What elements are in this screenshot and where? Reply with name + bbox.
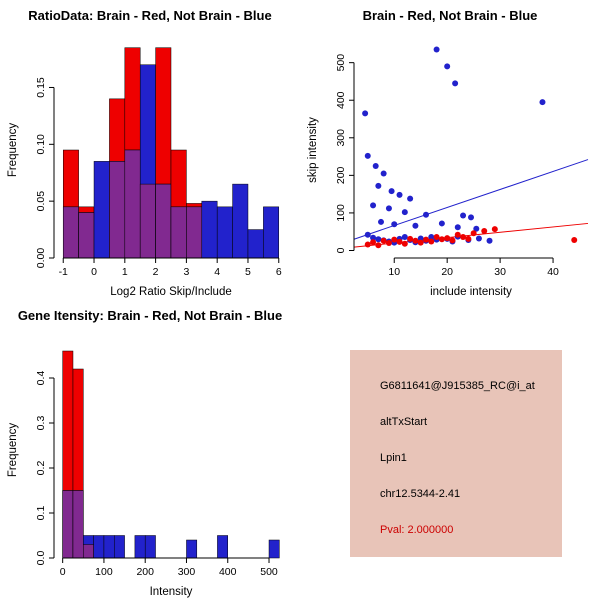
svg-text:-1: -1 bbox=[59, 266, 68, 278]
svg-text:include intensity: include intensity bbox=[430, 286, 512, 298]
panel-ratio-histogram: RatioData: Brain - Red, Not Brain - Blue… bbox=[0, 0, 300, 300]
gene-intensity-histogram-title: Gene Itensity: Brain - Red, Not Brain - … bbox=[17, 308, 283, 323]
svg-text:0.0: 0.0 bbox=[35, 551, 47, 566]
svg-text:4: 4 bbox=[214, 266, 220, 278]
svg-text:0: 0 bbox=[335, 247, 347, 253]
svg-text:10: 10 bbox=[388, 266, 400, 278]
svg-text:0.1: 0.1 bbox=[35, 506, 47, 521]
panel-gene-intensity-histogram: Gene Itensity: Brain - Red, Not Brain - … bbox=[0, 300, 300, 600]
svg-text:0: 0 bbox=[91, 266, 97, 278]
svg-text:0.05: 0.05 bbox=[35, 191, 47, 212]
svg-text:0.2: 0.2 bbox=[35, 461, 47, 476]
location-text: chr12.5344-2.41 bbox=[380, 488, 461, 500]
svg-text:Log2 Ratio Skip/Include: Log2 Ratio Skip/Include bbox=[110, 286, 231, 298]
svg-text:3: 3 bbox=[183, 266, 189, 278]
svg-text:Frequency: Frequency bbox=[7, 423, 19, 478]
svg-text:100: 100 bbox=[95, 566, 113, 578]
svg-text:0.3: 0.3 bbox=[35, 416, 47, 431]
ratio-histogram-plot: -1 0 1 2 3 4 5 6 0.00 0.05 0.10 0.15 Log2 Ratio Skip… bbox=[7, 47, 282, 298]
svg-text:0.10: 0.10 bbox=[35, 134, 47, 155]
ratio-histogram-title: RatioData: Brain - Red, Not Brain - Blue bbox=[28, 8, 272, 23]
svg-text:300: 300 bbox=[178, 566, 196, 578]
svg-text:skip intensity: skip intensity bbox=[307, 117, 319, 183]
svg-text:2: 2 bbox=[153, 266, 159, 278]
svg-text:0.15: 0.15 bbox=[35, 77, 47, 98]
svg-text:30: 30 bbox=[494, 266, 506, 278]
panel-info: G6811641@J915385_RC@i_at altTxStart Lpin… bbox=[300, 300, 600, 600]
svg-text:400: 400 bbox=[219, 566, 237, 578]
intensity-scatter-title: Brain - Red, Not Brain - Blue bbox=[362, 8, 538, 23]
svg-text:100: 100 bbox=[335, 204, 347, 222]
probe-id-text: G6811641@J915385_RC@i_at bbox=[380, 380, 535, 392]
svg-text:40: 40 bbox=[547, 266, 559, 278]
panel-intensity-scatter: Brain - Red, Not Brain - Blue 10 20 30 40 0 1… bbox=[300, 0, 600, 300]
svg-text:1: 1 bbox=[122, 266, 128, 278]
info-box: G6811641@J915385_RC@i_at altTxStart Lpin… bbox=[350, 350, 562, 557]
svg-text:200: 200 bbox=[335, 166, 347, 184]
svg-text:0.4: 0.4 bbox=[35, 371, 47, 386]
gene-name-text: Lpin1 bbox=[380, 452, 407, 464]
event-type-text: altTxStart bbox=[380, 416, 428, 428]
svg-text:200: 200 bbox=[136, 566, 154, 578]
gene-intensity-histogram-plot: 0 100 200 300 400 500 0.0 0.1 0.2 0.3 0.4 Intensity… bbox=[7, 350, 280, 598]
svg-text:Intensity: Intensity bbox=[150, 586, 193, 598]
svg-text:400: 400 bbox=[335, 91, 347, 109]
svg-text:0.00: 0.00 bbox=[35, 248, 47, 269]
svg-text:5: 5 bbox=[245, 266, 251, 278]
svg-text:Frequency: Frequency bbox=[7, 123, 19, 178]
svg-text:500: 500 bbox=[260, 566, 278, 578]
svg-text:6: 6 bbox=[276, 266, 282, 278]
svg-text:500: 500 bbox=[335, 54, 347, 72]
svg-text:20: 20 bbox=[441, 266, 453, 278]
svg-text:0: 0 bbox=[60, 566, 66, 578]
pval-text: Pval: 2.000000 bbox=[380, 524, 454, 536]
svg-text:300: 300 bbox=[335, 129, 347, 147]
